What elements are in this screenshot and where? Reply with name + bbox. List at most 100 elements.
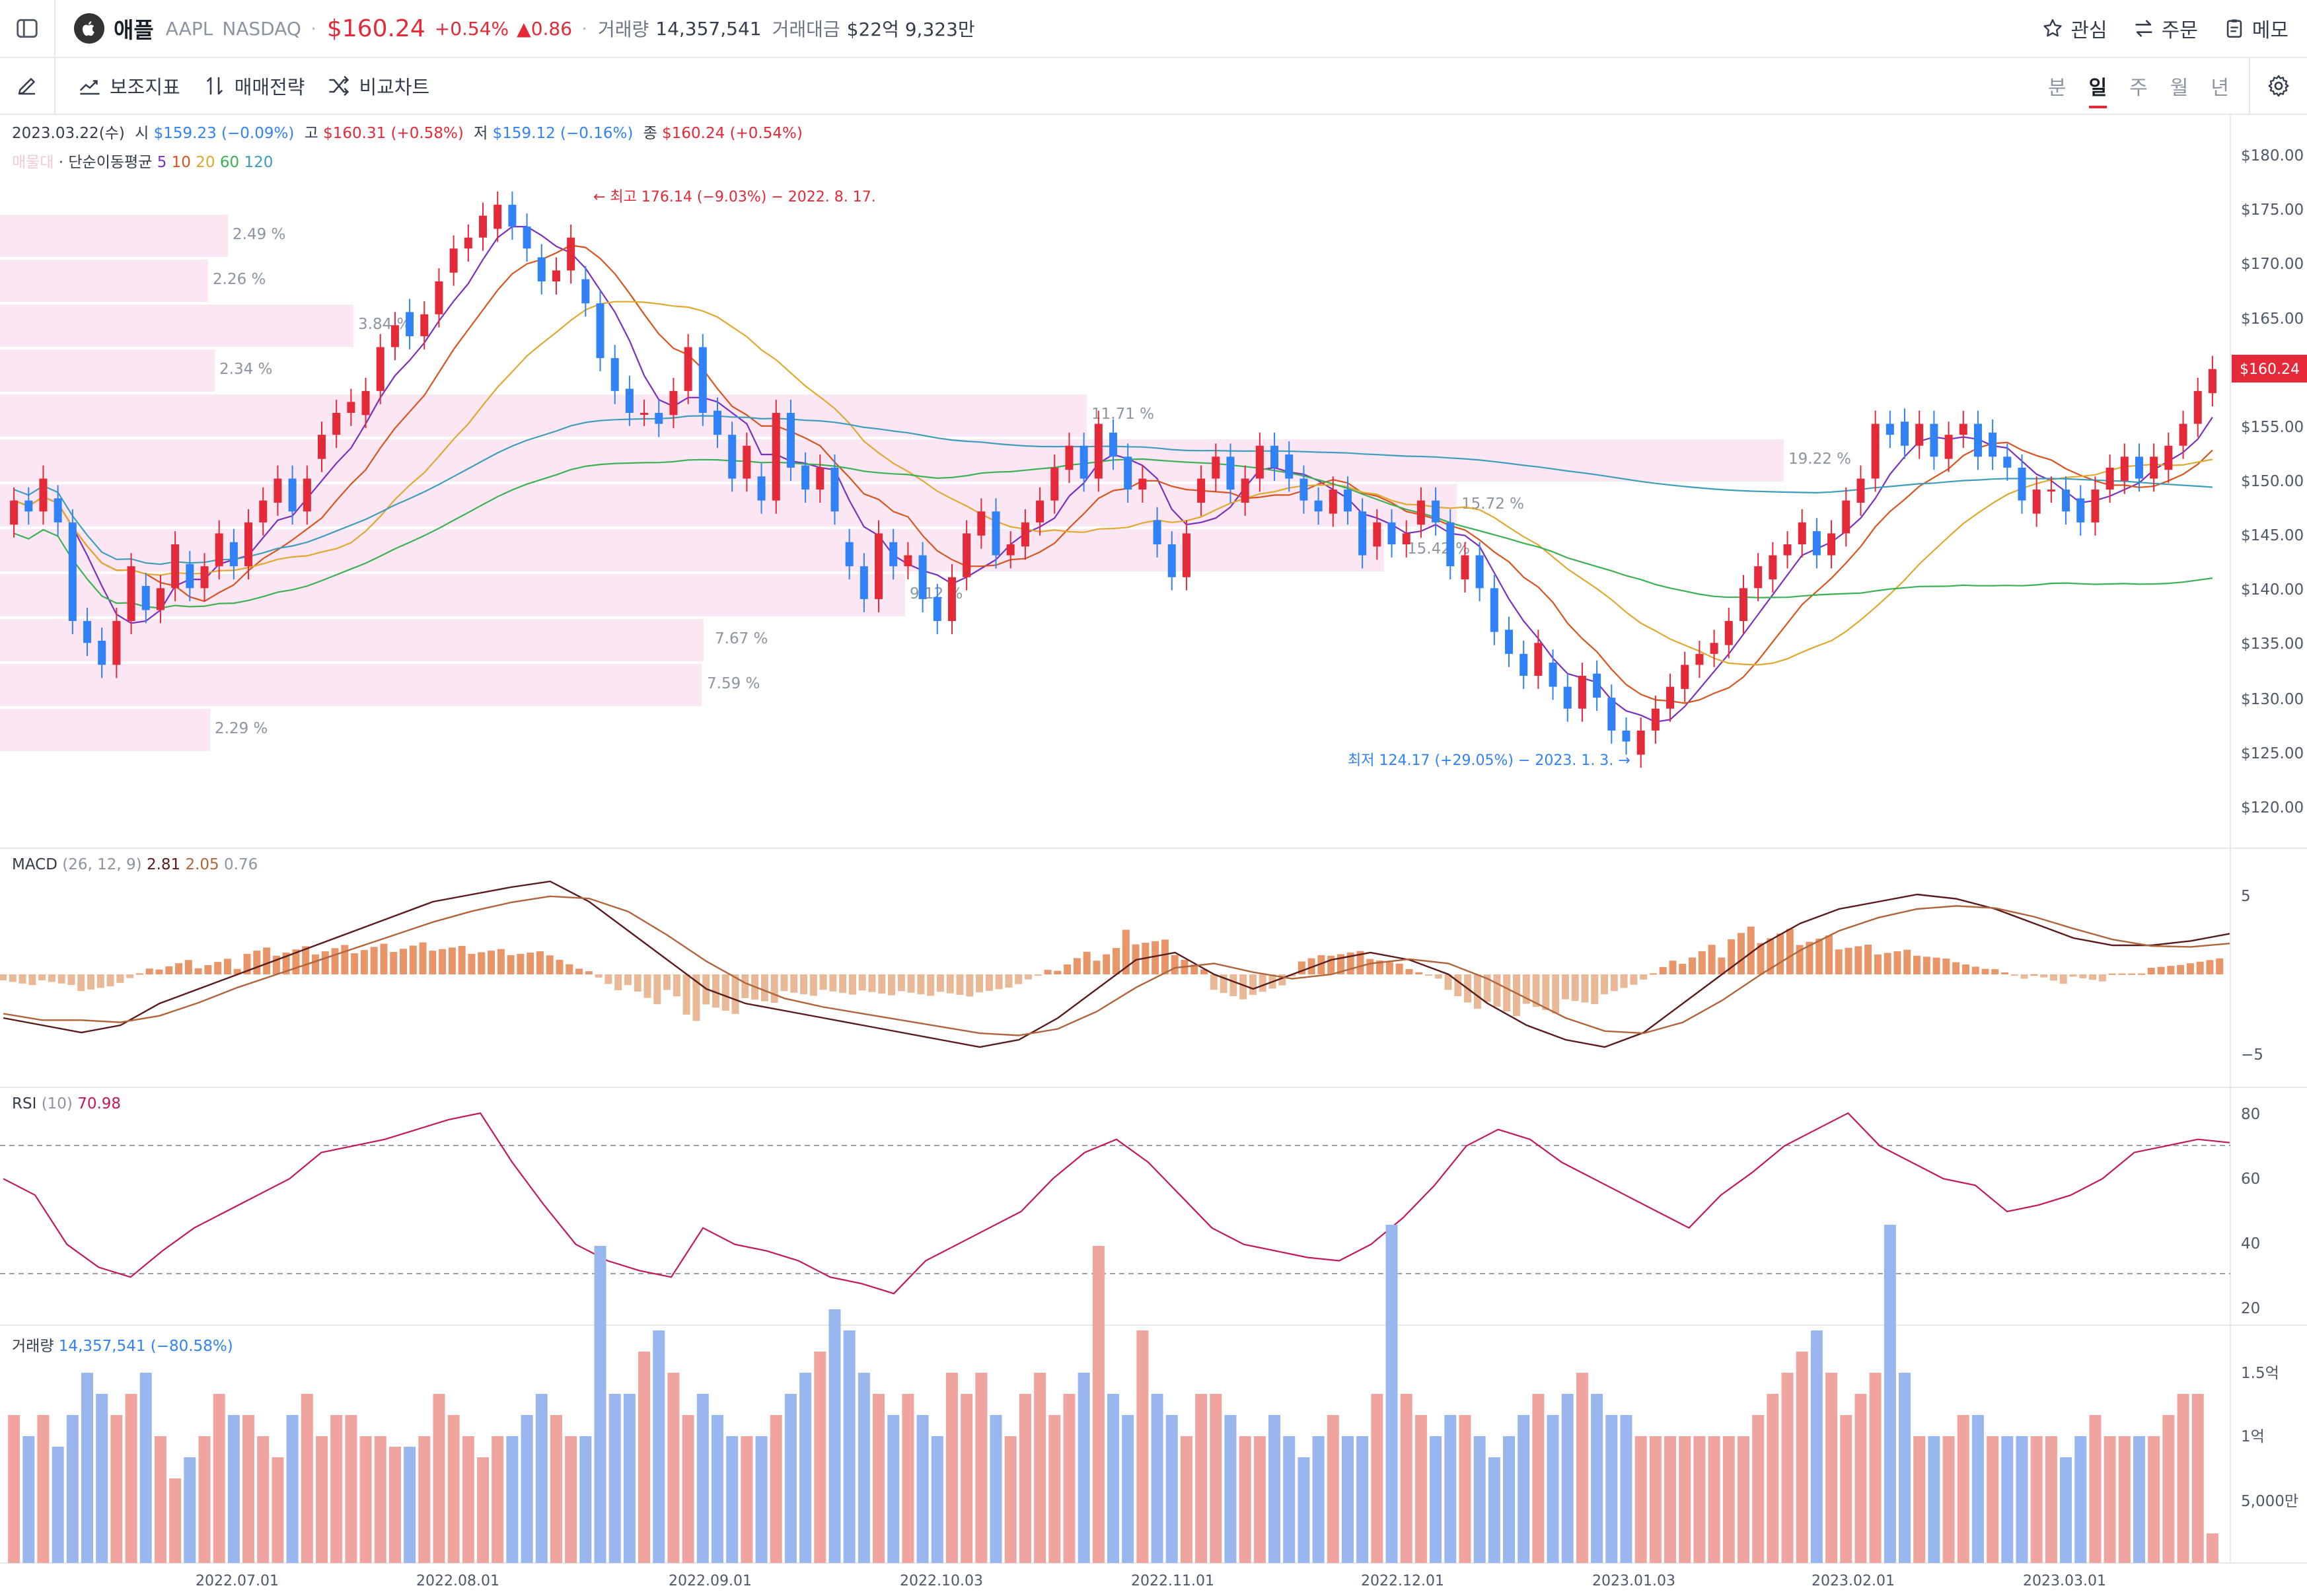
profile-bar <box>0 709 210 751</box>
macd-histogram-bar <box>1181 960 1189 974</box>
volume-pane-label: 거래량 <box>12 1338 54 1355</box>
volume-bar <box>1210 1394 1222 1563</box>
macd-histogram-bar <box>0 974 7 980</box>
candle-body <box>1212 456 1220 479</box>
candle-body <box>215 533 223 567</box>
volume-bar <box>755 1436 768 1563</box>
candle-body <box>977 511 986 536</box>
candle-body <box>186 563 194 589</box>
macd-histogram-bar <box>1679 964 1687 974</box>
watch-button[interactable]: 관심 <box>2041 14 2107 43</box>
macd-histogram-bar <box>1522 974 1530 1004</box>
volume-tick: 5,000만 <box>2241 1493 2298 1510</box>
volume-bar <box>315 1436 328 1563</box>
period-month[interactable]: 월 <box>2170 77 2189 100</box>
period-minute[interactable]: 분 <box>2047 77 2067 100</box>
macd-histogram-bar <box>2167 966 2175 974</box>
macd-histogram-bar <box>2069 974 2077 977</box>
memo-button[interactable]: 메모 <box>2223 14 2289 43</box>
open-label: 시 <box>135 125 149 142</box>
candle-body <box>1358 511 1367 556</box>
volume-legend: 거래량 14,357,541 (−80.58%) <box>12 1333 233 1356</box>
candle-body <box>1197 478 1206 503</box>
candle-body <box>1402 533 1410 544</box>
macd-histogram-bar <box>1083 951 1091 974</box>
candle-body <box>10 500 18 525</box>
candle-body <box>479 215 488 238</box>
volume-bar <box>565 1436 577 1563</box>
candle-body <box>1021 522 1029 547</box>
turnover-label: 거래대금 <box>772 18 840 40</box>
candle-body <box>361 390 370 416</box>
volume-bar <box>213 1394 225 1563</box>
drawing-tool-button[interactable] <box>0 58 55 114</box>
rsi-params: (10) <box>41 1095 73 1112</box>
volume-bar <box>1459 1415 1471 1563</box>
macd-value: 2.81 <box>146 856 181 873</box>
macd-histogram-bar <box>790 974 798 993</box>
candle-body <box>860 566 868 599</box>
profile-pct: 15.72 % <box>1461 495 1524 513</box>
candle-body <box>552 270 560 281</box>
candle-body <box>449 248 458 273</box>
volume-bar <box>462 1436 474 1563</box>
ma-label: · 단순이동평균 <box>58 154 153 171</box>
period-day[interactable]: 일 <box>2088 71 2107 108</box>
volume-bar <box>1781 1373 1794 1563</box>
low-value: $159.12 (−0.16%) <box>492 125 634 142</box>
volume-bar <box>2030 1436 2043 1563</box>
macd-histogram-bar <box>400 949 408 974</box>
indicators-button[interactable]: 보조지표 <box>78 72 180 100</box>
macd-pane <box>0 880 2230 1048</box>
macd-label: MACD <box>12 856 57 873</box>
compare-chart-button[interactable]: 비교차트 <box>327 72 429 100</box>
ma-line-120 <box>13 415 2213 565</box>
profile-bar <box>0 619 704 661</box>
candle-body <box>1432 500 1440 523</box>
candle-body <box>24 500 33 512</box>
exchange: NASDAQ <box>222 17 301 40</box>
candle-body <box>2208 369 2216 394</box>
date-tick: 2023.02.01 <box>1812 1573 1895 1589</box>
macd-histogram-bar <box>214 962 222 974</box>
period-year[interactable]: 년 <box>2211 77 2229 100</box>
chart-settings-button[interactable] <box>2249 58 2307 114</box>
swap-arrows-icon <box>2135 20 2152 37</box>
strategy-button[interactable]: 매매전략 <box>203 72 305 100</box>
ma-legend: 매물대 · 단순이동평균 5 10 20 60 120 <box>12 149 273 172</box>
volume-bar <box>1561 1394 1574 1563</box>
volume-bar <box>388 1447 401 1563</box>
macd-histogram-bar <box>165 966 173 974</box>
macd-histogram-bar <box>839 974 847 994</box>
candle-body <box>1681 665 1689 689</box>
ma-line-5 <box>13 226 2213 723</box>
macd-histogram-bar <box>956 974 964 996</box>
macd-histogram-bar <box>1659 966 1667 974</box>
order-button[interactable]: 주문 <box>2133 14 2198 43</box>
profile-bar <box>0 394 1087 437</box>
candle-body <box>1138 478 1147 490</box>
volume-bar <box>1708 1436 1720 1563</box>
high-label: 고 <box>304 125 318 142</box>
macd-histogram-bar <box>2010 974 2018 976</box>
macd-histogram-bar <box>2147 968 2155 974</box>
sidebar-toggle-button[interactable] <box>0 0 55 57</box>
volume-profile-labels: 2.49 % 2.26 % 3.84 % 2.34 % 11.71 % 19.2… <box>213 226 1851 737</box>
volume-bar <box>418 1436 431 1563</box>
macd-histogram-bar <box>682 974 690 1015</box>
macd-histogram-bar <box>1610 974 1618 992</box>
volume-bar <box>433 1394 445 1563</box>
period-week[interactable]: 주 <box>2129 77 2148 100</box>
price-tick: $125.00 <box>2241 745 2304 762</box>
candle-body <box>567 237 575 271</box>
ma5-label: 5 <box>157 154 167 171</box>
volume-bar <box>2074 1436 2087 1563</box>
macd-histogram-bar <box>331 948 339 974</box>
candle-body <box>743 445 751 479</box>
date-tick: 2023.03.01 <box>2023 1573 2106 1589</box>
price-tick: $180.00 <box>2241 147 2304 164</box>
macd-histogram-bar <box>1444 974 1452 990</box>
volume-bar <box>2177 1394 2189 1563</box>
volume-bar <box>1825 1373 1838 1563</box>
